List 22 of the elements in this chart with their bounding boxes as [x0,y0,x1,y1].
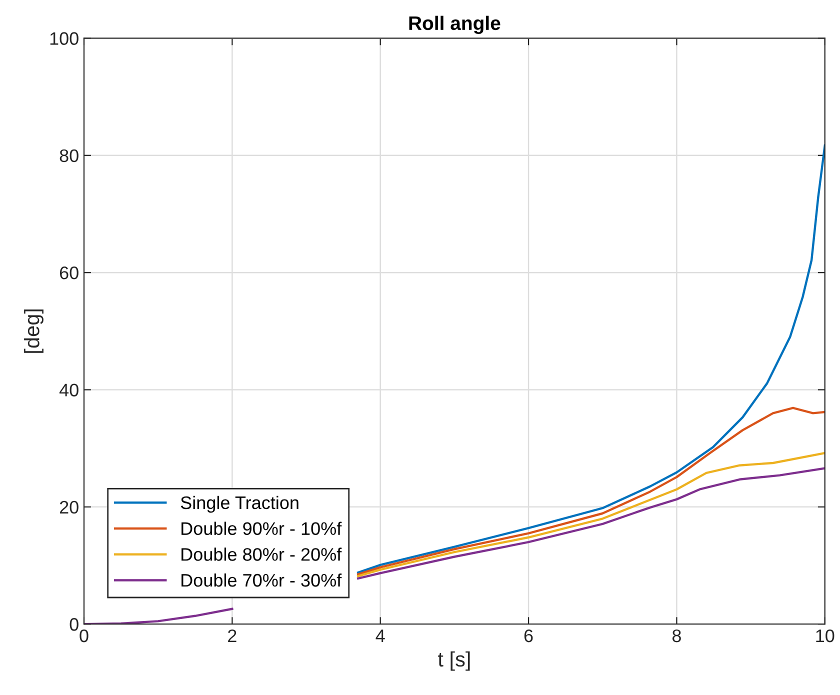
x-tick-label: 10 [816,629,834,642]
line-series [357,406,825,576]
line-series [357,144,825,574]
y-tick-label: 0 [70,618,78,631]
y-tick-label: 20 [60,500,78,514]
y-tick-label: 60 [60,266,78,280]
x-tick-label: 2 [228,629,236,642]
legend-label: Double 70%r - 30%f [182,573,342,587]
legend-label: Double 90%r - 10%f [182,522,342,535]
x-tick-label: 4 [376,630,385,642]
y-tick-label: 40 [59,384,78,396]
y-tick-label: 100 [50,32,78,45]
y-tick-label: 80 [60,149,78,162]
chart-title: Roll angle [409,16,500,34]
x-tick-label: 8 [672,629,681,642]
x-tick-label: 0 [80,629,88,642]
y-axis-title: [deg] [24,309,44,353]
x-tick-label: 6 [524,629,533,642]
x-axis-title: t [s] [438,651,470,671]
legend-label: Double 80%r - 20%f [182,548,342,561]
line-series [357,452,825,578]
legend-label: Single Traction [180,496,298,513]
